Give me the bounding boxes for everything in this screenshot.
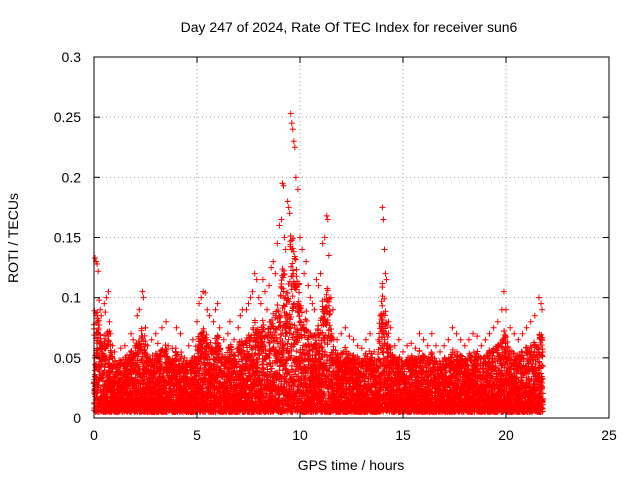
chart-title: Day 247 of 2024, Rate Of TEC Index for r… — [181, 19, 518, 35]
data-point — [296, 289, 303, 296]
data-point — [303, 317, 310, 324]
data-point — [94, 309, 101, 316]
data-point — [95, 382, 102, 389]
data-point — [97, 338, 104, 345]
data-point — [259, 317, 266, 324]
data-point — [108, 349, 115, 356]
data-point — [293, 348, 300, 355]
data-point — [105, 360, 112, 367]
data-point — [93, 390, 100, 397]
data-point — [100, 350, 107, 357]
data-point — [106, 338, 113, 345]
data-point — [303, 308, 310, 315]
data-point — [293, 266, 300, 273]
data-point — [265, 339, 272, 346]
data-point — [96, 368, 103, 375]
data-point — [276, 319, 283, 326]
data-point — [94, 318, 101, 325]
data-point — [96, 321, 103, 328]
data-point — [292, 256, 299, 263]
data-points — [90, 110, 547, 415]
data-point — [102, 360, 109, 367]
data-point — [101, 339, 108, 346]
data-point — [116, 368, 123, 375]
data-point — [106, 328, 113, 335]
